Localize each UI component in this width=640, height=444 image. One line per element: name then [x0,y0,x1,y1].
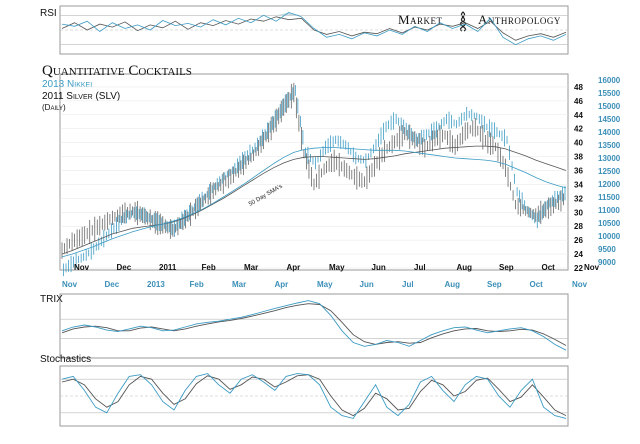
subtitle-nikkei: 2013 Nikkei [42,79,92,90]
subtitle-daily: (Daily) [42,103,66,112]
trix-label: TRIX [40,294,63,305]
stochastics-label: Stochastics [40,354,91,365]
price-tick-silver: 48 [574,83,583,92]
price-xtick-silver: Feb [202,263,216,272]
price-xtick-silver: Jun [372,263,386,272]
trix-panel-frame [59,293,569,359]
price-xtick-silver: May [329,263,345,272]
chart-title: Quantitative Cocktails [42,63,192,79]
chart-marks: 22 24 26 28 30 32 34 36 38 40 42 44 46 48 9000 9500 1000… [60,11,621,419]
price-tick-nikkei: 16000 [598,76,621,85]
price-tick-silver: 26 [574,236,583,245]
price-xtick-nikkei: Oct [530,280,544,289]
price-tick-nikkei: 15500 [598,89,621,98]
price-xtick-silver: Dec [117,263,132,272]
price-xtick-silver: Jul [414,263,426,272]
price-tick-nikkei: 13500 [598,141,621,150]
price-xtick-nikkei: Nov [62,280,78,289]
price-tick-silver: 32 [574,194,583,203]
price-xtick-silver: Sep [499,263,514,272]
price-tick-silver: 36 [574,167,583,176]
price-xtick-nikkei: Jul [402,280,414,289]
price-tick-silver: 40 [574,139,583,148]
brand-right: Anthropology [478,12,561,27]
price-tick-silver: 24 [574,250,583,259]
price-tick-nikkei: 14500 [598,115,621,124]
subtitle-silver: 2011 Silver (SLV) [42,91,120,102]
price-tick-silver: 30 [574,208,583,217]
price-tick-nikkei: 13000 [598,154,621,163]
price-tick-nikkei: 14000 [598,128,621,137]
dna-helix-icon [460,11,466,32]
price-xtick-nikkei: Jun [360,280,374,289]
price-xtick-silver: Mar [244,263,258,272]
price-tick-nikkei: 9000 [598,258,616,267]
trix-line-nikkei [61,300,567,351]
sma-annotation: 50 Day SMA's [248,184,284,208]
price-tick-nikkei: 12000 [598,180,621,189]
price-tick-nikkei: 9500 [598,245,616,254]
price-tick-silver: 28 [574,222,583,231]
stoch-line-silver [61,374,567,417]
price-xtick-nikkei: 2013 [147,280,165,289]
price-tick-silver: 22 [574,264,583,273]
price-tick-nikkei: 15000 [598,102,621,111]
rsi-line-silver [61,16,567,41]
price-xtick-silver: 2011 [159,263,177,272]
price-xtick-nikkei: Mar [232,280,246,289]
price-xtick-nikkei: Nov [572,280,588,289]
price-tick-nikkei: 12500 [598,167,621,176]
price-tick-nikkei: 11500 [598,193,620,202]
sma-line-silver [61,145,567,255]
price-xtick-nikkei: Sep [487,280,502,289]
rsi-line-nikkei [61,11,567,46]
price-panel-frame [59,73,569,271]
trix-line-silver [61,303,567,346]
price-tick-silver: 42 [574,125,583,134]
price-xtick-silver: Nov [584,263,600,272]
price-tick-nikkei: 10500 [598,219,621,228]
stoch-line-nikkei [61,373,567,419]
price-tick-silver: 44 [574,111,583,120]
price-tick-silver: 38 [574,153,583,162]
price-xtick-silver: Oct [542,263,556,272]
price-xtick-nikkei: May [317,280,333,289]
price-xtick-nikkei: Aug [445,280,461,289]
price-xtick-nikkei: Apr [275,280,289,289]
price-xtick-silver: Nov [74,263,90,272]
sma-line-nikkei [61,147,567,258]
price-xtick-nikkei: Feb [190,280,204,289]
rsi-label: RSI [40,8,57,19]
price-tick-silver: 34 [574,180,583,189]
price-tick-nikkei: 11000 [598,206,620,215]
price-xtick-silver: Apr [287,263,301,272]
price-xtick-silver: Aug [457,263,473,272]
price-xtick-nikkei: Dec [105,280,120,289]
brand-left: Market [398,12,443,27]
price-tick-silver: 46 [574,97,583,106]
price-tick-nikkei: 10000 [598,232,621,241]
